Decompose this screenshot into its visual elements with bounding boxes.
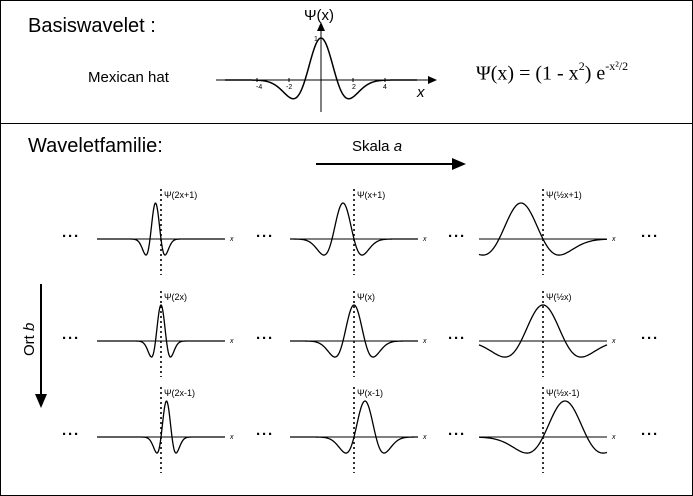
top-axis-y-label: Ψ(x) xyxy=(304,7,335,24)
panel-label: Ψ(2x+1) xyxy=(164,190,198,200)
panel-label: Ψ(2x) xyxy=(164,292,188,302)
panel-x-label: x xyxy=(230,434,234,441)
wavelet-curve xyxy=(478,202,608,256)
wavelet-curve xyxy=(478,304,608,358)
top-x-arrowhead xyxy=(428,76,437,84)
wavelet-name: Mexican hat xyxy=(88,69,169,86)
wavelet-curve xyxy=(290,304,418,358)
panel-label: Ψ(½x+1) xyxy=(546,190,582,200)
panel-x-label: x xyxy=(230,338,234,345)
panel-x-label: x xyxy=(612,236,616,243)
ellipsis-dots: ··· xyxy=(62,330,80,347)
panel-label: Ψ(x) xyxy=(357,292,376,302)
panel-x-label: x xyxy=(423,338,427,345)
tick-label-neg4: -4 xyxy=(256,84,263,91)
wavelet-curve xyxy=(478,400,608,454)
tick-label-2: 2 xyxy=(352,84,356,91)
panel-x-label: x xyxy=(612,434,616,441)
scale-label: Skala a xyxy=(352,138,403,155)
panel-label: Ψ(x-1) xyxy=(357,388,384,398)
tick-label-4: 4 xyxy=(383,84,387,91)
wavelet-curve xyxy=(97,304,225,358)
wavelet-curve xyxy=(290,400,418,454)
ellipsis-dots: ··· xyxy=(448,228,466,245)
panel-x-label: x xyxy=(612,338,616,345)
panel-x-label: x xyxy=(423,236,427,243)
ellipsis-dots: ··· xyxy=(641,426,659,443)
ellipsis-dots: ··· xyxy=(62,228,80,245)
tick-label-neg2: -2 xyxy=(286,84,293,91)
panel-x-label: x xyxy=(230,236,234,243)
panel-label: Ψ(½x) xyxy=(546,292,572,302)
section-divider xyxy=(0,123,693,124)
ellipsis-dots: ··· xyxy=(641,330,659,347)
panel-label: Ψ(½x-1) xyxy=(546,388,580,398)
panel-label: Ψ(x+1) xyxy=(357,190,386,200)
panel-x-label: x xyxy=(423,434,427,441)
family-title: Waveletfamilie: xyxy=(28,135,163,157)
wavelet-curve xyxy=(290,202,418,256)
ellipsis-dots: ··· xyxy=(62,426,80,443)
top-y-tick-label: 1 xyxy=(314,36,318,43)
ellipsis-dots: ··· xyxy=(448,426,466,443)
panel-label: Ψ(2x-1) xyxy=(164,388,196,398)
ellipsis-dots: ··· xyxy=(256,228,274,245)
wavelet-curve xyxy=(97,202,225,256)
top-y-arrowhead xyxy=(317,22,325,31)
mother-wavelet-curve xyxy=(225,37,417,100)
ellipsis-dots: ··· xyxy=(256,330,274,347)
top-axis-x-label: x xyxy=(417,84,425,101)
ellipsis-dots: ··· xyxy=(256,426,274,443)
wavelet-formula: Ψ(x) = (1 - x2) e-x²/2 xyxy=(476,59,629,85)
wavelet-curve xyxy=(97,400,225,454)
ellipsis-dots: ··· xyxy=(448,330,466,347)
basis-title: Basiswavelet : xyxy=(28,15,156,37)
ellipsis-dots: ··· xyxy=(641,228,659,245)
